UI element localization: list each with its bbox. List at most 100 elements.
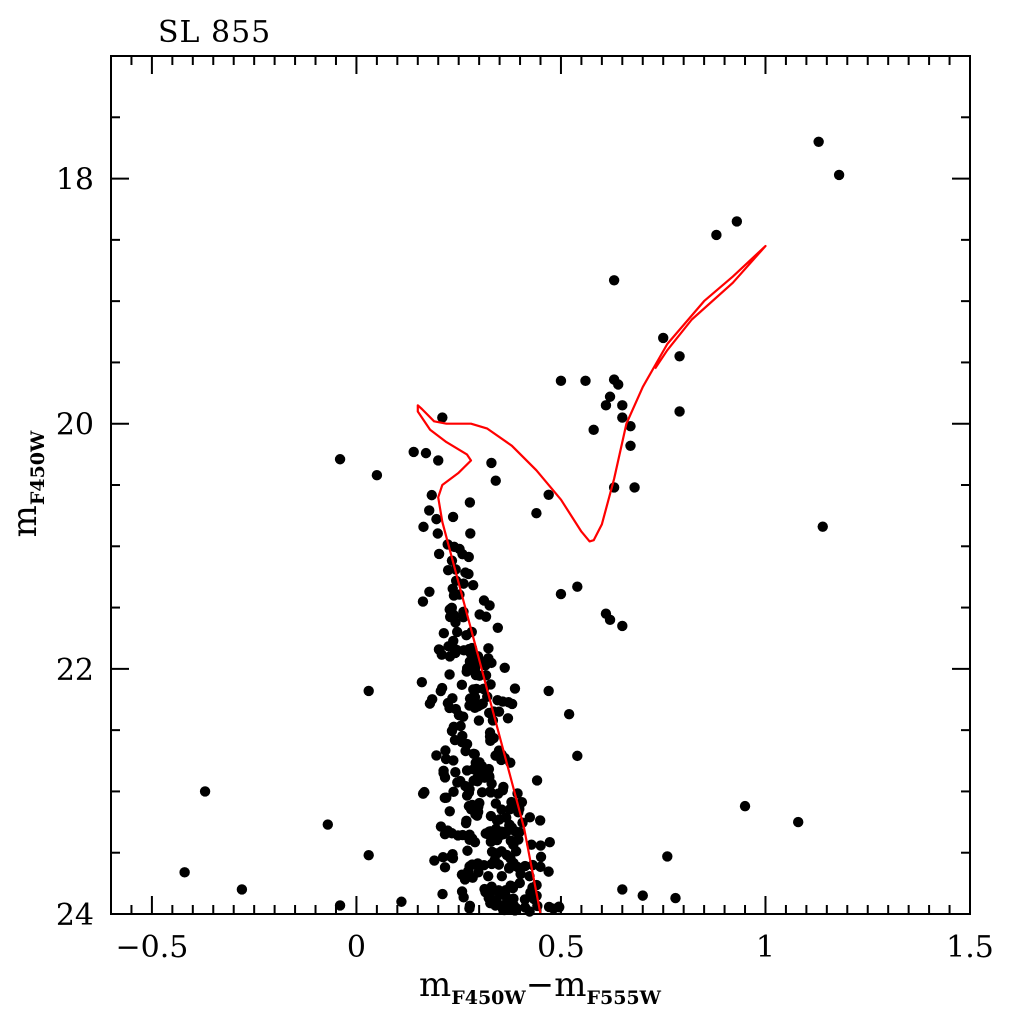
data-point xyxy=(600,400,612,411)
data-point xyxy=(439,862,451,873)
data-point xyxy=(465,528,476,539)
data-point xyxy=(433,548,445,560)
data-point xyxy=(464,829,475,840)
data-point xyxy=(637,890,648,901)
data-point xyxy=(424,586,435,597)
data-point xyxy=(444,702,455,714)
data-point xyxy=(431,750,442,761)
data-point xyxy=(516,796,528,808)
data-point xyxy=(625,420,636,432)
data-point xyxy=(444,604,455,615)
data-point xyxy=(674,406,685,417)
data-point xyxy=(179,867,190,878)
data-point xyxy=(464,861,475,872)
data-point xyxy=(531,507,542,519)
data-point xyxy=(417,596,429,607)
data-point xyxy=(236,884,248,895)
data-point xyxy=(460,745,471,757)
data-point xyxy=(448,786,459,798)
data-point xyxy=(426,489,437,501)
data-point xyxy=(534,815,546,826)
data-point xyxy=(535,840,546,851)
data-point xyxy=(468,764,479,775)
data-point xyxy=(463,551,474,563)
data-point xyxy=(444,611,456,623)
data-point xyxy=(486,858,497,870)
data-point xyxy=(435,685,446,697)
x-tick-labels: −0.5 0 0.5 1 1.5 xyxy=(115,930,993,965)
data-point xyxy=(604,614,616,626)
data-point xyxy=(441,792,452,803)
data-point xyxy=(625,440,636,451)
data-point xyxy=(508,857,519,869)
data-point xyxy=(469,836,481,848)
data-point xyxy=(563,709,575,720)
data-point xyxy=(472,772,483,783)
data-point xyxy=(608,275,620,286)
data-point xyxy=(438,627,450,639)
data-point xyxy=(490,475,501,486)
data-point xyxy=(617,412,628,423)
data-point xyxy=(464,497,476,508)
data-point xyxy=(468,748,479,759)
data-point xyxy=(450,767,461,778)
data-point xyxy=(711,229,722,241)
data-point xyxy=(456,886,468,897)
data-point xyxy=(572,581,583,592)
y-axis-label: mF450W xyxy=(5,430,49,537)
data-point xyxy=(460,567,471,578)
data-point xyxy=(555,375,567,387)
data-point xyxy=(496,826,507,837)
y-tick-labels: 18 20 22 24 xyxy=(56,163,94,933)
data-point xyxy=(447,511,459,523)
data-point xyxy=(437,412,448,423)
data-point xyxy=(793,816,804,828)
data-point xyxy=(363,685,374,697)
data-point xyxy=(438,765,449,776)
data-point xyxy=(617,884,628,895)
data-point xyxy=(817,521,828,532)
data-point xyxy=(322,819,333,830)
data-point xyxy=(580,375,591,387)
data-point xyxy=(476,760,488,772)
data-point xyxy=(524,812,536,823)
data-point xyxy=(371,469,383,481)
data-point xyxy=(658,332,669,344)
data-point xyxy=(416,676,428,688)
x-tick-label: 0.5 xyxy=(537,930,585,965)
data-point xyxy=(442,564,454,576)
data-point xyxy=(496,846,507,857)
x-tick-label: 1.5 xyxy=(946,930,994,965)
data-point xyxy=(499,662,510,673)
data-point xyxy=(470,809,481,820)
y-tick-label: 22 xyxy=(56,653,94,688)
data-point xyxy=(484,786,496,797)
data-point xyxy=(437,888,448,900)
data-point xyxy=(431,513,442,525)
y-tick-label: 20 xyxy=(56,408,94,443)
data-point xyxy=(462,845,473,856)
data-point xyxy=(417,788,429,799)
data-point xyxy=(483,870,494,882)
data-point xyxy=(483,643,494,654)
data-point xyxy=(485,735,496,747)
data-point xyxy=(486,457,497,469)
data-point xyxy=(731,216,743,227)
data-point xyxy=(493,788,504,799)
data-point xyxy=(473,715,485,726)
data-point xyxy=(447,848,458,860)
data-point xyxy=(613,379,624,390)
data-point xyxy=(455,720,466,732)
data-point xyxy=(553,901,565,912)
data-point xyxy=(484,600,495,611)
data-point xyxy=(424,505,435,516)
y-tick-label: 24 xyxy=(56,898,94,933)
x-axis-label: mF450W−mF555W xyxy=(419,965,662,1009)
data-point xyxy=(496,871,508,882)
data-point xyxy=(543,866,554,877)
data-point xyxy=(451,626,463,638)
plot-frame xyxy=(110,55,971,915)
data-point xyxy=(543,489,554,501)
data-point xyxy=(363,849,374,861)
data-point xyxy=(458,578,469,589)
